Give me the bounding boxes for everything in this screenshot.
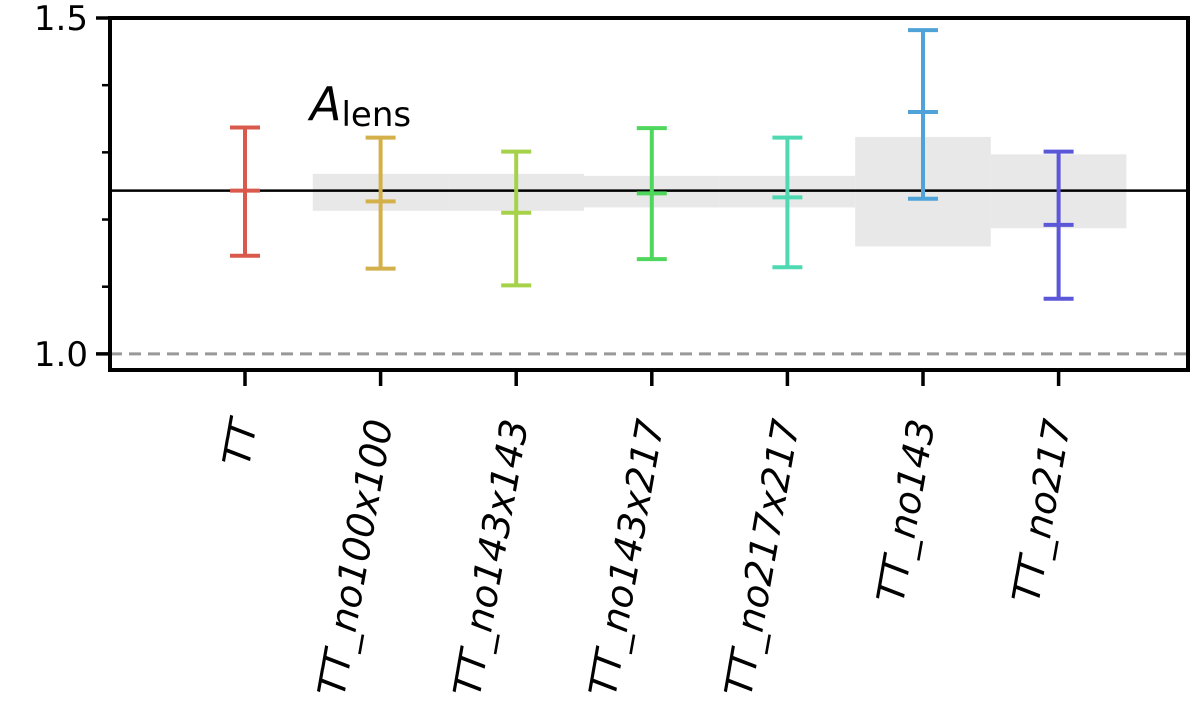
xtick-label-TT_no143x143: TT_no143x143 [445, 416, 537, 700]
ytick-label-0: 1.0 [34, 335, 88, 375]
xtick-label-TT_no143: TT_no143 [868, 416, 944, 606]
errorbar-TT_no217 [1043, 149, 1074, 301]
reference-lines-layer [110, 189, 1188, 356]
axes-layer [108, 16, 1190, 372]
errorbars-layer [230, 28, 1074, 301]
xtick-label-TT_no100x100: TT_no100x100 [309, 416, 401, 700]
errorbar-TT_no143x143 [501, 149, 532, 288]
plot-frame [108, 16, 1190, 372]
parameter-label-sub: lens [341, 95, 411, 135]
errorbar-TT [230, 125, 260, 258]
errorbar-TT_no143 [908, 28, 938, 201]
errorbar-TT_no100x100 [365, 135, 396, 271]
xtick-label-TT_no143x217: TT_no143x217 [581, 416, 673, 700]
xtick-label-TT_no217x217: TT_no217x217 [716, 416, 808, 700]
xtick-label-TT: TT [214, 413, 266, 469]
ytick-label-1: 1.5 [34, 0, 88, 39]
parameter-label-main: A [307, 77, 341, 131]
xtick-label-TT_no217: TT_no217 [1004, 416, 1080, 606]
parameter-label: Alens [307, 77, 411, 135]
errorbar-TT_no143x217 [636, 126, 667, 262]
errorbar-TT_no217x217 [772, 135, 803, 270]
